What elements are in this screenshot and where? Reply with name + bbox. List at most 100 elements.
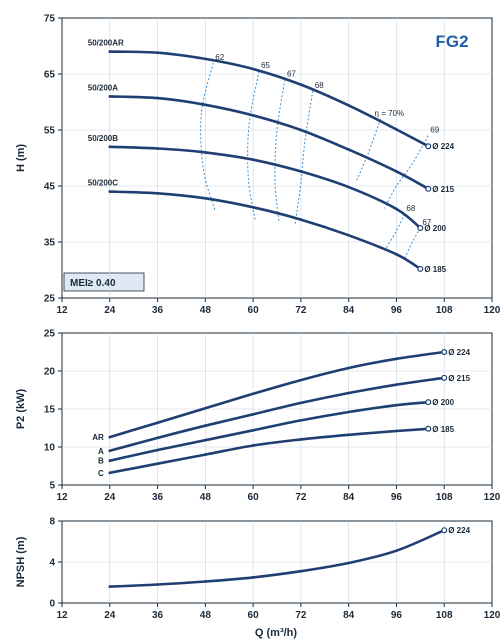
data-point: [299, 128, 303, 132]
data-point: [347, 185, 350, 189]
data-point: [347, 233, 350, 237]
data-point: [251, 413, 255, 416]
data-point: [108, 449, 112, 453]
data-point: [251, 67, 255, 71]
diameter-label: Ø 224: [432, 142, 454, 151]
efficiency-line: [403, 227, 421, 260]
efficiency-line: [247, 71, 260, 220]
diameter-label: Ø 224: [448, 348, 470, 357]
x-tick-label: 108: [436, 305, 453, 316]
efficiency-label: 69: [430, 126, 439, 135]
data-point: [395, 429, 398, 433]
series-line: [108, 376, 446, 453]
chart-title: FG2: [435, 32, 468, 51]
data-point: [204, 580, 207, 583]
data-point: [251, 576, 255, 579]
x-tick-label: 60: [248, 492, 260, 503]
data-point: [204, 424, 207, 428]
x-tick-label: 84: [343, 305, 355, 316]
series-name-label: 50/200AR: [88, 39, 124, 48]
head-y-axis-label: H (m): [15, 144, 27, 172]
x-tick-label: 120: [484, 492, 500, 503]
data-point: [395, 207, 398, 211]
mei-box: [63, 272, 145, 292]
end-marker: [417, 225, 424, 232]
data-point: [347, 366, 350, 370]
efficiency-line: [274, 79, 286, 223]
power-y-axis-label: P2 (kW): [15, 388, 27, 429]
efficiency-line: [200, 62, 216, 212]
diameter-label: Ø 185: [432, 425, 454, 434]
data-point: [108, 585, 112, 588]
x-tick-label: 96: [391, 492, 403, 503]
series-line: [108, 95, 430, 191]
diameter-label: Ø 215: [432, 185, 454, 194]
data-point: [395, 357, 398, 361]
data-point: [156, 147, 159, 150]
efficiency-label: 65: [261, 61, 270, 70]
data-point: [204, 438, 207, 442]
series-line: [108, 427, 430, 475]
y-tick-label: 25: [44, 294, 56, 305]
x-tick-label: 84: [343, 610, 355, 621]
data-point: [156, 436, 159, 440]
data-point: [347, 561, 350, 565]
data-point: [299, 83, 303, 86]
data-point: [108, 190, 112, 193]
data-point: [156, 583, 159, 586]
data-point: [251, 444, 255, 447]
series-line: [108, 145, 422, 230]
data-point: [251, 205, 255, 209]
y-tick-label: 65: [44, 70, 56, 81]
npsh-chart: NPSH (m) Q (m³/h) 12 24 36 48 60 72 84 96 108 120…: [15, 517, 500, 640]
x-tick-label: 72: [295, 610, 307, 621]
efficiency-label: η = 70%: [375, 109, 405, 118]
x-tick-label: 36: [152, 610, 164, 621]
y-tick-label: 45: [44, 182, 56, 193]
power-chart: P2 (kW) 12 24 36 48 60 72 84 96 108 120 5 10 15 20 25 Ø…: [15, 329, 500, 504]
data-point: [347, 104, 350, 107]
data-point: [108, 459, 112, 462]
data-point: [204, 57, 207, 61]
data-point: [299, 569, 303, 573]
x-tick-label: 36: [152, 305, 164, 316]
efficiency-line: [384, 213, 405, 251]
end-marker: [425, 399, 432, 406]
y-tick-label: 5: [49, 481, 55, 492]
diameter-label: Ø 215: [448, 374, 470, 383]
data-point: [299, 218, 303, 221]
data-point: [251, 158, 255, 161]
end-marker: [425, 143, 432, 150]
series-name-label: C: [98, 469, 104, 478]
x-tick-label: 12: [56, 305, 68, 316]
data-point: [156, 191, 159, 195]
end-marker: [441, 527, 448, 534]
x-tick-label: 12: [56, 492, 68, 503]
x-tick-label: 12: [56, 610, 68, 621]
data-point: [395, 170, 398, 173]
x-tick-label: 96: [391, 305, 403, 316]
efficiency-label: 68: [406, 204, 415, 213]
end-marker: [425, 425, 432, 432]
y-tick-label: 75: [44, 14, 56, 25]
x-tick-label: 96: [391, 610, 403, 621]
data-point: [251, 114, 255, 117]
data-point: [299, 419, 303, 422]
data-point: [108, 435, 112, 439]
data-point: [156, 421, 159, 424]
x-tick-label: 108: [436, 492, 453, 503]
data-point: [251, 392, 255, 396]
data-point: [204, 103, 207, 107]
npsh-y-axis-label: NPSH (m): [15, 536, 27, 587]
efficiency-label: 68: [315, 81, 324, 90]
data-point: [156, 51, 159, 55]
x-tick-label: 120: [484, 305, 500, 316]
x-tick-label: 60: [248, 305, 260, 316]
x-tick-label: 48: [200, 610, 212, 621]
series-name-label: B: [98, 457, 104, 466]
y-tick-label: 8: [49, 517, 55, 528]
data-point: [299, 438, 303, 441]
x-tick-label: 72: [295, 492, 307, 503]
data-point: [156, 448, 159, 452]
